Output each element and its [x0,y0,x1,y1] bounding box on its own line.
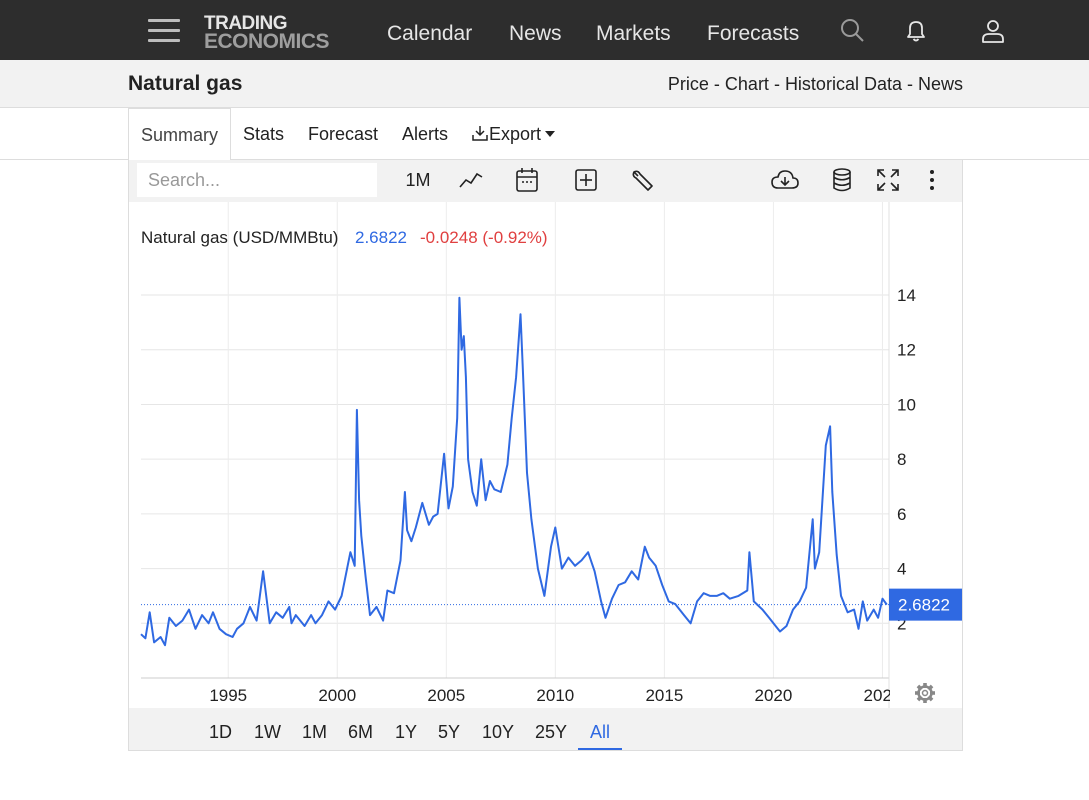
calendar-icon[interactable] [513,164,541,196]
add-series-icon[interactable] [572,164,600,196]
line-chart-icon[interactable] [457,164,485,196]
x-tick-label: 2020 [755,686,793,705]
cloud-download-icon[interactable] [769,164,801,196]
y-tick-label: 2 [897,614,906,633]
legend-change: -0.0248 (-0.92%) [420,228,548,247]
link-news[interactable]: News [917,74,963,94]
y-tick-label: 12 [897,341,916,360]
tab-alerts[interactable]: Alerts [402,124,449,144]
logo[interactable]: TRADING ECONOMICS [204,13,330,53]
link-price[interactable]: Price [667,74,709,94]
grid [141,202,889,678]
range-all[interactable]: All [578,708,623,750]
x-tick-label: 2000 [318,686,356,705]
x-tick-label: 2015 [645,686,683,705]
page-title: Natural gas [128,72,243,95]
top-navbar: TRADING ECONOMICS Calendar News Markets … [0,0,1089,60]
last-value-badge [889,588,962,621]
wrench-icon[interactable] [628,164,656,196]
y-tick-label: 4 [897,560,906,579]
database-icon[interactable] [829,164,855,196]
range-5y[interactable]: 5Y [438,722,461,742]
export-dropdown[interactable]: Export [471,108,556,160]
menu-icon[interactable] [148,19,180,43]
range-10y[interactable]: 10Y [482,722,515,742]
y-tick-label: 10 [897,395,916,414]
chart-toolbar: 1M [129,160,962,202]
chart-panel: 1M Natural gas (USD/MMBtu) 2.6822 -0.024… [128,160,963,751]
logo-line1: TRADING [204,13,288,34]
nav-news[interactable]: News [509,22,562,45]
download-icon [472,126,488,141]
x-tick-label: 2005 [427,686,465,705]
price-chart[interactable]: Natural gas (USD/MMBtu) 2.6822 -0.0248 (… [129,202,962,708]
y-tick-label: 6 [897,505,906,524]
tabs-row: Summary Stats Forecast Alerts Export [0,108,1089,161]
export-label: Export [489,124,542,144]
title-bar: Natural gas Price - Chart - Historical D… [0,60,1089,108]
more-vertical-icon[interactable] [922,164,942,196]
user-icon[interactable] [980,18,1006,44]
link-separator: - [768,74,785,94]
nav-markets[interactable]: Markets [596,22,671,45]
title-links: Price - Chart - Historical Data - News [668,74,963,95]
x-tick-label: 1995 [209,686,247,705]
last-value-label: 2.6822 [898,596,950,615]
x-tick-label: 2010 [536,686,574,705]
range-6m[interactable]: 6M [348,722,374,742]
range-selector: 1D 1W 1M 6M 1Y 5Y 10Y 25Y All [129,708,962,750]
tab-forecast[interactable]: Forecast [308,124,379,144]
legend-series-name: Natural gas (USD/MMBtu) [141,228,338,247]
tab-stats[interactable]: Stats [243,124,285,144]
tab-summary[interactable]: Summary [128,108,232,161]
fullscreen-icon[interactable] [875,164,901,196]
y-tick-label: 8 [897,450,906,469]
search-input[interactable] [137,163,377,197]
link-historical-data[interactable]: Historical Data [784,74,902,94]
range-1d[interactable]: 1D [209,722,233,742]
series-line [140,296,888,647]
nav-calendar[interactable]: Calendar [387,22,473,45]
search-icon[interactable] [840,18,866,44]
nav-forecasts[interactable]: Forecasts [707,22,800,45]
link-chart[interactable]: Chart [724,74,769,94]
interval-button[interactable]: 1M [405,169,431,190]
range-1m[interactable]: 1M [302,722,328,742]
legend-value: 2.6822 [355,228,407,247]
range-1y[interactable]: 1Y [395,722,418,742]
bell-icon[interactable] [903,18,929,44]
chevron-down-icon [545,130,556,137]
logo-line2: ECONOMICS [204,30,330,53]
range-25y[interactable]: 25Y [535,722,568,742]
gear-icon[interactable] [915,683,935,703]
range-1w[interactable]: 1W [254,722,281,742]
y-tick-label: 14 [897,286,916,305]
link-separator: - [708,74,725,94]
link-separator: - [901,74,918,94]
